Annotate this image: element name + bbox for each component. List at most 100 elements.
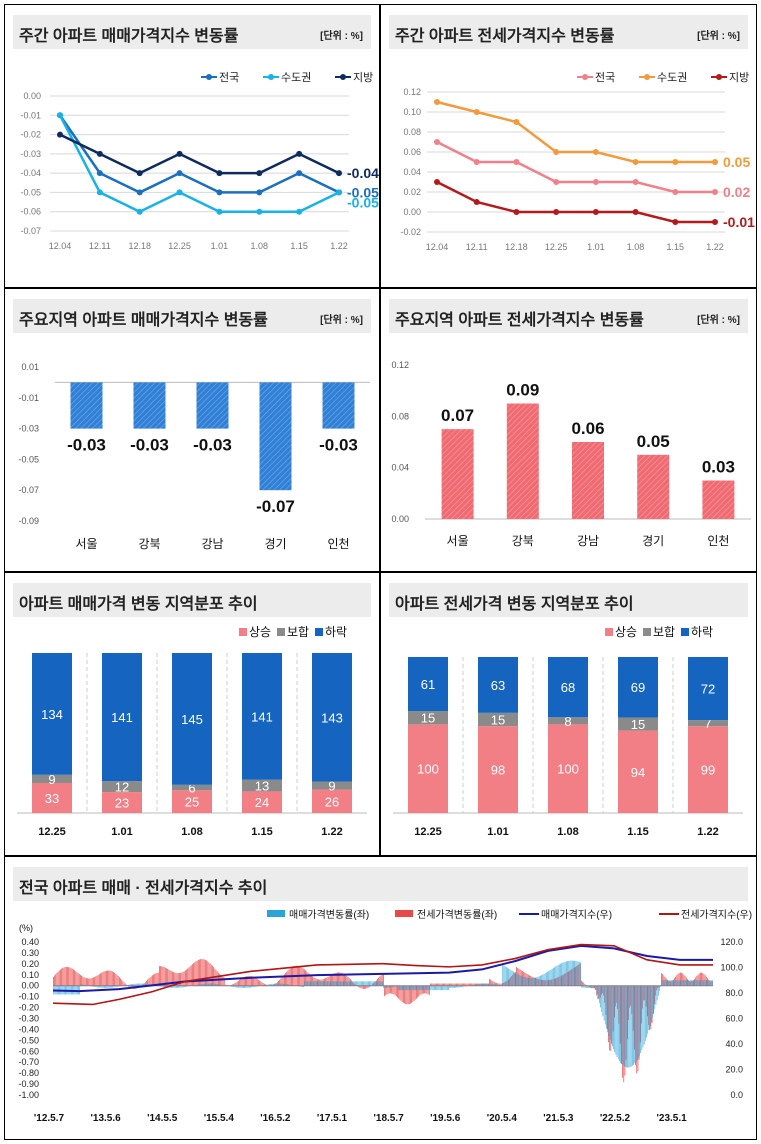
series-point <box>712 189 718 195</box>
sale-change-bar <box>254 985 256 987</box>
sale-change-bar <box>517 974 519 986</box>
legend-swatch <box>605 628 613 636</box>
sale-change-bar <box>514 972 515 986</box>
y-left-tick-label: -0.70 <box>18 1057 39 1067</box>
jeonse-change-bar <box>221 976 223 986</box>
jeonse-change-bar <box>144 982 146 986</box>
sale-change-bar <box>495 984 497 986</box>
sale-change-bar <box>175 985 177 988</box>
panel-title: 아파트 매매가격 변동 지역분포 추이 <box>19 596 258 613</box>
legend-swatch <box>267 910 285 917</box>
legend-label: 하락 <box>325 625 347 639</box>
sale-change-bar <box>412 985 414 991</box>
sale-change-bar <box>85 985 86 986</box>
jeonse-change-bar <box>416 985 417 999</box>
sale-change-bar <box>138 983 139 986</box>
legend-swatch <box>277 628 285 636</box>
stack-segment-상승 <box>688 726 728 813</box>
sale-change-bar <box>603 985 605 1021</box>
sale-change-bar <box>586 985 587 988</box>
sale-change-bar <box>416 985 418 991</box>
jeonse-change-bar <box>397 985 398 998</box>
sale-change-bar <box>642 985 644 1048</box>
x-tick-label: 1.22 <box>330 241 348 251</box>
sale-change-bar <box>239 985 241 988</box>
series-point <box>712 219 718 225</box>
jeonse-change-bar <box>173 972 174 986</box>
sale-change-bar <box>431 985 433 991</box>
sale-change-bar <box>351 981 353 986</box>
panel-header: 주요지역 아파트 매매가격지수 변동률 [단위 : %] <box>13 299 371 333</box>
sale-change-bar <box>659 985 660 992</box>
y-left-tick-label: 0.30 <box>21 948 39 958</box>
bar-value-label: -0.03 <box>67 436 106 455</box>
sale-change-bar <box>94 985 96 987</box>
panel-title: 주간 아파트 매매가격지수 변동률 <box>19 28 239 45</box>
sale-change-bar <box>528 977 530 986</box>
jeonse-change-bar <box>583 982 585 986</box>
panel-jeonse-weekly: 주간 아파트 전세가격지수 변동률 [단위 : %] 0.12 0.10 0.08 0… <box>380 4 757 288</box>
sale-change-bar <box>278 983 280 986</box>
jeonse-change-bar <box>75 971 77 986</box>
bar-value-label: 0.09 <box>506 381 539 400</box>
sale-change-bar <box>417 985 419 991</box>
sale-change-bar <box>319 981 321 986</box>
sale-change-bar <box>305 981 307 986</box>
sale-change-bar <box>237 985 238 988</box>
bar-value-label: 0.05 <box>637 432 670 451</box>
sale-change-bar <box>521 976 522 986</box>
sale-change-bar <box>578 961 580 986</box>
sale-change-bar <box>113 985 115 988</box>
jeonse-change-bar <box>456 983 457 986</box>
y-left-tick-label: -0.10 <box>18 992 39 1002</box>
jeonse-change-bar <box>493 981 495 986</box>
sale-change-bar <box>401 985 402 991</box>
legend-swatch <box>681 628 689 636</box>
sale-change-bar <box>82 984 84 986</box>
stack-value-label: 134 <box>41 707 63 722</box>
bar <box>441 429 474 519</box>
jeonse-change-bar <box>449 983 450 986</box>
sale-change-bar <box>476 984 478 986</box>
sale-change-bar <box>358 981 360 986</box>
jeonse-change-bar <box>101 972 103 986</box>
y-tick-label: 0.01 <box>21 362 39 372</box>
jeonse-change-bar <box>236 981 238 986</box>
jeonse-change-bar <box>167 968 169 986</box>
sale-change-bar <box>483 983 485 986</box>
sale-change-bar <box>285 984 287 986</box>
sale-change-bar <box>479 983 481 986</box>
jeonse-change-bar <box>248 975 250 986</box>
sale-change-bar <box>178 985 179 988</box>
sale-change-bar <box>172 985 174 988</box>
jeonse-change-bar <box>702 973 704 986</box>
sale-change-bar <box>283 983 284 986</box>
jeonse-change-bar <box>89 978 91 986</box>
sale-change-bar <box>660 985 662 987</box>
sale-change-bar <box>378 981 380 986</box>
series-point <box>632 159 639 165</box>
sale-change-bar <box>280 983 282 986</box>
sale-change-bar <box>350 981 352 986</box>
bar <box>637 454 670 519</box>
jeonse-change-bar <box>281 977 283 986</box>
jeonse-change-bar <box>262 983 264 986</box>
sale-change-bar <box>212 983 214 986</box>
sale-change-bar <box>331 981 333 986</box>
sale-change-bar <box>311 981 313 986</box>
sale-change-bar <box>419 985 421 991</box>
stack-segment-상승 <box>102 792 142 813</box>
stack-value-label: 25 <box>185 795 199 810</box>
jeonse-change-bar <box>358 985 359 987</box>
sale-change-bar <box>289 984 290 986</box>
jeonse-change-bar <box>207 961 209 986</box>
stack-value-label: 61 <box>421 677 435 692</box>
sale-change-bar <box>549 970 551 986</box>
sale-change-bar <box>96 985 98 988</box>
jeonse-change-bar <box>93 977 94 986</box>
sale-change-bar <box>365 981 367 986</box>
sale-change-bar <box>203 983 204 986</box>
jeonse-change-bar <box>391 985 392 994</box>
stack-value-label: 143 <box>321 710 343 725</box>
sale-change-bar <box>646 985 647 1038</box>
